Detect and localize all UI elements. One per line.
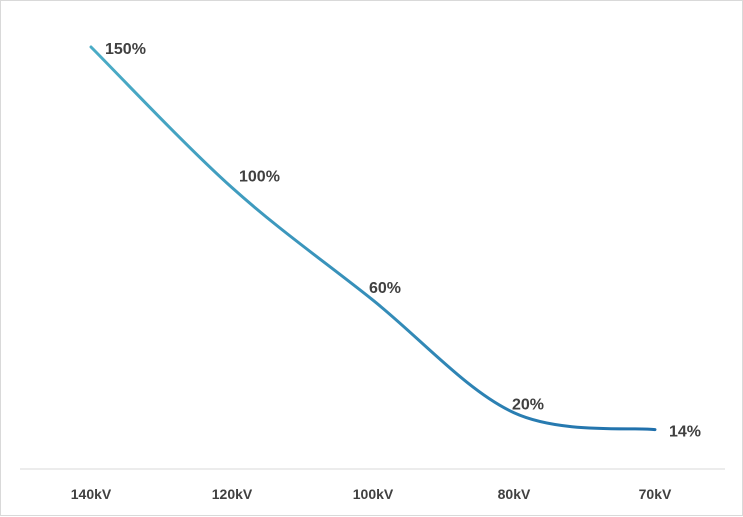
data-label: 60%	[369, 280, 401, 297]
data-label: 100%	[239, 169, 280, 186]
data-label: 14%	[669, 424, 701, 441]
x-tick-label: 70kV	[639, 486, 672, 502]
data-label: 20%	[512, 397, 544, 414]
x-tick-label: 140kV	[71, 486, 112, 502]
x-tick-label: 100kV	[353, 486, 394, 502]
data-label: 150%	[105, 41, 146, 58]
x-tick-label: 80kV	[498, 486, 531, 502]
series-line	[89, 45, 657, 432]
x-tick-label: 120kV	[212, 486, 253, 502]
data-labels: 150% 100% 60% 20% 14%	[105, 41, 701, 441]
x-axis-tick-labels: 140kV 120kV 100kV 80kV 70kV	[71, 486, 672, 502]
